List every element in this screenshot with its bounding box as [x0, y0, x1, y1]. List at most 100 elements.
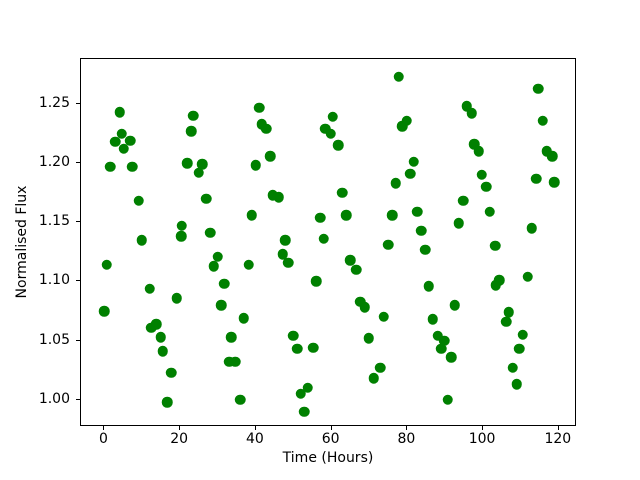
data-point [254, 102, 265, 113]
data-point [449, 299, 460, 311]
data-point [393, 71, 404, 82]
data-point [226, 331, 237, 343]
x-tick-mark [557, 426, 559, 430]
data-point [310, 276, 322, 287]
data-point [176, 231, 187, 242]
x-tick-mark [330, 426, 332, 430]
x-tick-mark [103, 426, 105, 430]
data-point [494, 275, 505, 286]
data-point [238, 312, 250, 324]
data-point [500, 316, 512, 327]
x-tick-mark [254, 426, 256, 430]
data-point [277, 248, 289, 260]
x-tick-mark [179, 426, 181, 430]
data-point [116, 128, 128, 139]
data-point [439, 335, 450, 346]
data-point [405, 168, 416, 180]
y-tick-label: 1.15 [38, 213, 70, 230]
data-point [546, 150, 558, 162]
data-point [359, 302, 370, 313]
data-point [165, 367, 177, 378]
data-point [151, 318, 162, 330]
y-tick-label: 1.10 [38, 272, 70, 289]
data-point [337, 187, 348, 198]
data-point [126, 161, 138, 172]
data-point [517, 329, 529, 340]
data-point [514, 343, 525, 355]
data-point [411, 206, 423, 217]
data-point [187, 110, 199, 122]
data-point [386, 209, 398, 221]
plot-area [80, 58, 576, 426]
x-tick-mark [482, 426, 484, 430]
data-point [118, 143, 130, 155]
data-point [223, 356, 235, 368]
y-tick-mark [76, 162, 80, 164]
x-tick-mark [406, 426, 408, 430]
data-point [298, 406, 310, 417]
data-point [415, 225, 427, 236]
data-point [363, 333, 374, 344]
data-point [144, 283, 155, 294]
data-point [423, 280, 435, 292]
data-point [171, 292, 183, 304]
data-point [157, 346, 169, 357]
data-point [110, 136, 121, 148]
data-point [104, 161, 116, 172]
x-tick-label: 60 [321, 431, 340, 447]
data-point [522, 271, 534, 282]
data-point [155, 331, 166, 343]
data-point [458, 195, 469, 207]
data-point [295, 388, 307, 400]
data-point [507, 362, 518, 374]
data-point [205, 227, 216, 239]
data-point [541, 146, 552, 157]
data-point [351, 264, 362, 275]
data-point [333, 140, 344, 151]
data-point [390, 177, 401, 189]
data-point [181, 157, 193, 169]
data-point [136, 234, 148, 246]
data-point [368, 373, 379, 384]
data-point [378, 311, 390, 323]
data-point [503, 306, 515, 318]
data-point [176, 220, 187, 232]
data-point [480, 181, 492, 193]
data-point [340, 209, 352, 221]
data-point [196, 159, 208, 170]
data-point [461, 101, 473, 112]
data-point [533, 83, 544, 94]
x-axis-label: Time (Hours) [282, 450, 374, 466]
data-point [193, 167, 204, 178]
data-point [327, 111, 339, 123]
data-point [466, 108, 477, 119]
data-point [476, 169, 488, 181]
x-tick-label: 80 [397, 431, 416, 447]
data-point [308, 342, 319, 353]
data-point [98, 305, 110, 317]
data-point [469, 138, 480, 150]
data-point [325, 128, 337, 139]
data-point [382, 239, 394, 251]
data-point [291, 343, 303, 355]
data-point [283, 257, 294, 268]
data-point [549, 176, 560, 188]
data-point [453, 218, 465, 229]
y-tick-label: 1.05 [38, 331, 70, 348]
x-tick-label: 0 [99, 431, 108, 447]
data-point [215, 299, 227, 311]
y-tick-mark [76, 280, 80, 282]
data-point [265, 150, 276, 162]
data-point [318, 233, 329, 245]
x-tick-label: 20 [170, 431, 189, 447]
data-point [442, 394, 453, 406]
data-point [250, 160, 261, 171]
x-tick-label: 100 [468, 431, 496, 447]
data-point [133, 195, 144, 207]
data-point [401, 115, 413, 126]
data-point [355, 296, 366, 307]
y-axis-label: Normalised Flux [14, 185, 30, 299]
data-point [208, 260, 219, 272]
x-tick-label: 120 [544, 431, 572, 447]
